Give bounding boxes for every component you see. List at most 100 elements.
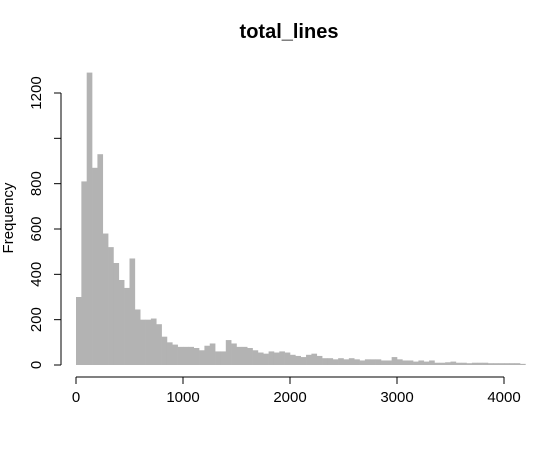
histogram-bar	[354, 359, 360, 365]
histogram-bar	[220, 351, 227, 365]
histogram-bar	[273, 352, 280, 365]
histogram-bar	[338, 358, 344, 365]
histogram-bar	[300, 357, 307, 365]
histogram-bar	[81, 181, 87, 365]
histogram-bar	[380, 360, 387, 365]
x-tick-label: 2000	[273, 389, 306, 406]
histogram-bar	[177, 346, 184, 365]
y-tick-label: 400	[28, 262, 45, 287]
histogram-bar	[204, 345, 211, 365]
histogram-bar	[498, 363, 505, 365]
histogram-bar	[145, 319, 152, 365]
chart-title: total_lines	[240, 21, 339, 43]
histogram-bar	[231, 343, 237, 365]
histogram-bar	[295, 355, 301, 365]
histogram-bar	[263, 353, 269, 365]
histogram-bar	[450, 361, 457, 365]
histogram-bar	[193, 348, 200, 365]
histogram-bar	[327, 358, 334, 365]
histogram-bar	[413, 361, 419, 365]
y-tick-label: 1200	[28, 76, 45, 109]
histogram-bar	[504, 363, 510, 365]
histogram-bar	[166, 342, 173, 365]
histogram-bar	[247, 348, 253, 365]
histogram-bar	[172, 344, 178, 365]
histogram-bar	[471, 362, 478, 365]
histogram-bar	[225, 340, 232, 365]
y-tick-label: 200	[28, 307, 45, 332]
histogram-bar	[92, 167, 98, 365]
histogram-bar	[76, 297, 82, 365]
histogram-bar	[348, 358, 355, 365]
histogram-bar	[316, 355, 323, 365]
histogram-bar	[134, 309, 141, 365]
histogram-bar	[140, 319, 146, 365]
histogram-bar	[402, 360, 408, 365]
histogram-bar	[407, 360, 414, 365]
histogram-bar	[102, 233, 109, 365]
histogram-bar	[370, 359, 376, 365]
histogram-bar	[520, 363, 526, 365]
histogram-bar	[268, 351, 275, 365]
histogram-bar	[156, 324, 162, 365]
histogram-bar	[183, 346, 189, 365]
histogram-bar	[455, 362, 462, 365]
histogram-bar	[279, 351, 285, 365]
histogram-bar	[514, 363, 521, 365]
histogram-bar	[252, 350, 259, 365]
x-tick-label: 1000	[166, 389, 199, 406]
histogram-bar	[487, 363, 494, 365]
bar-group	[76, 72, 526, 365]
histogram-bar	[118, 280, 125, 365]
histogram-bar	[322, 358, 328, 365]
histogram-bar	[311, 353, 318, 365]
histogram-bar	[161, 336, 168, 365]
histogram-bar	[284, 352, 291, 365]
histogram-bar	[150, 318, 157, 365]
histogram-bar	[439, 362, 446, 365]
histogram-bar	[477, 362, 483, 365]
histogram-bar	[386, 360, 392, 365]
histogram-bar	[97, 154, 104, 365]
histogram-bar	[391, 357, 398, 365]
y-tick-label: 800	[28, 171, 45, 196]
histogram-bar	[241, 346, 248, 365]
histogram-bar	[375, 359, 382, 365]
histogram-bar	[290, 354, 296, 365]
histogram-bar	[209, 343, 216, 365]
histogram-bar	[306, 354, 312, 365]
histogram-bar	[434, 362, 441, 365]
histogram-bar	[129, 258, 136, 365]
histogram-bar	[429, 360, 435, 365]
histogram-bar	[236, 346, 243, 365]
y-tick-label: 600	[28, 216, 45, 241]
x-tick-label: 4000	[487, 389, 520, 406]
histogram-bar	[397, 359, 403, 365]
x-axis: 0 1000 2000 3000 4000	[72, 376, 521, 406]
histogram-bar	[359, 360, 366, 365]
histogram-bar	[86, 72, 93, 365]
y-tick-label: 0	[28, 361, 45, 369]
histogram-bar	[482, 362, 489, 365]
histogram-bar	[418, 360, 425, 365]
histogram-bar	[461, 362, 467, 365]
histogram-bar	[199, 350, 205, 365]
histogram-bar	[445, 362, 451, 365]
histogram-bar	[509, 363, 515, 365]
histogram-bar	[108, 247, 114, 365]
x-tick-label: 0	[72, 389, 80, 406]
x-tick-label: 3000	[380, 389, 413, 406]
histogram-bar	[215, 351, 221, 365]
histogram-bar	[423, 361, 430, 365]
histogram-bar	[493, 363, 499, 365]
histogram-bar	[113, 263, 120, 365]
histogram-bar	[188, 346, 194, 365]
y-axis: 0 200 400 600 800 1200	[28, 76, 62, 369]
histogram-bar	[124, 287, 130, 365]
y-axis-label: Frequency	[0, 182, 17, 253]
histogram-bar	[332, 359, 339, 365]
histogram-bar	[364, 359, 371, 365]
histogram-bar	[343, 359, 350, 365]
histogram-bar	[466, 363, 473, 365]
